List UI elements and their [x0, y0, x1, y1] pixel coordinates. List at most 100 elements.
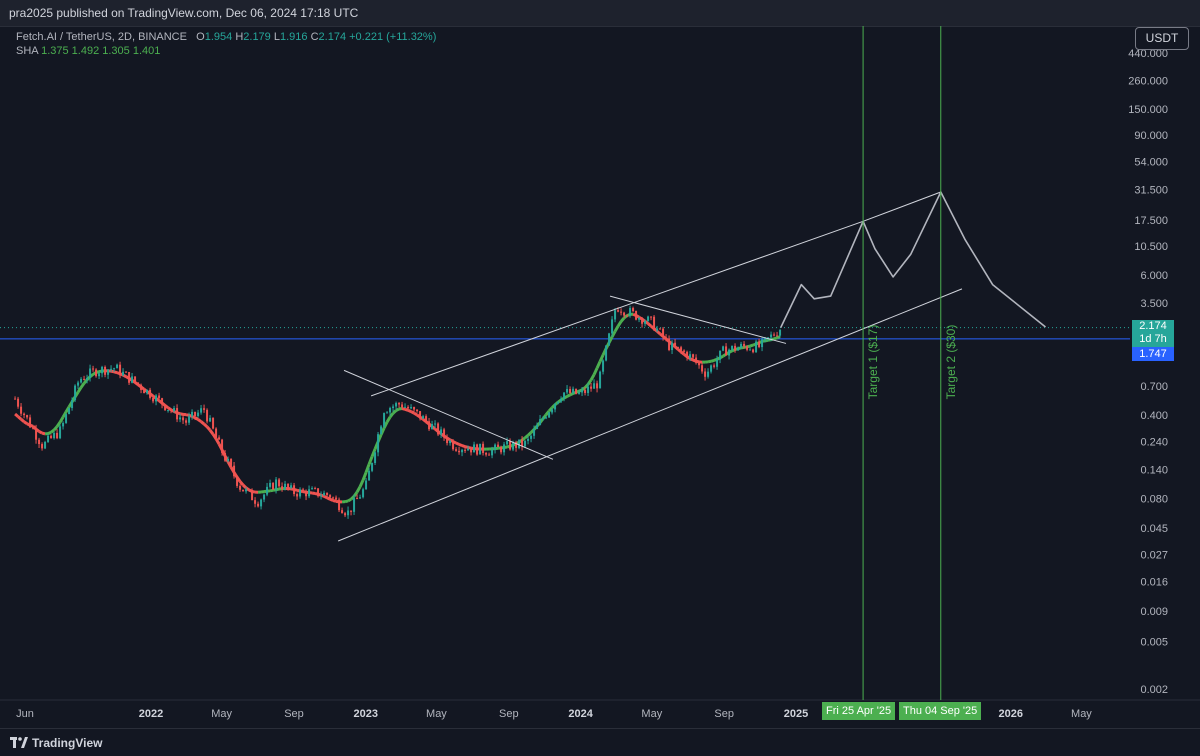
candle-body: [539, 419, 541, 425]
candle-body: [680, 347, 682, 350]
candle-body: [176, 408, 178, 419]
price-tick-label: 0.700: [1140, 381, 1168, 393]
candle-body: [155, 395, 157, 401]
time-tick-label: May: [426, 708, 447, 720]
candle-body: [626, 315, 628, 316]
sha-segment: [348, 499, 351, 501]
candle-body: [596, 383, 598, 388]
candle-body: [563, 392, 565, 398]
candle-body: [581, 390, 583, 392]
candle-body: [17, 399, 19, 407]
candle-body: [113, 368, 115, 369]
candle-body: [632, 308, 634, 311]
candle-body: [557, 402, 559, 404]
price-tick-label: 6.000: [1140, 270, 1168, 282]
candle-body: [500, 447, 502, 452]
candle-body: [281, 486, 283, 489]
legend-high: 2.179: [243, 31, 271, 43]
price-tick-label: 17.500: [1134, 215, 1168, 227]
time-tick-label: 2023: [354, 708, 378, 720]
candle-body: [716, 360, 718, 367]
candle-body: [206, 410, 208, 422]
candle-body: [587, 387, 589, 393]
candle-body: [620, 312, 622, 313]
candle-body: [638, 318, 640, 320]
candle-body: [269, 483, 271, 487]
candle-body: [98, 373, 100, 376]
sha-segment: [456, 443, 459, 444]
sha-segment: [405, 409, 408, 410]
candle-body: [629, 308, 631, 315]
candle-body: [185, 420, 187, 422]
candle-body: [359, 497, 361, 498]
candle-body: [491, 450, 493, 456]
price-tick-label: 10.500: [1134, 241, 1168, 253]
candle-body: [674, 343, 676, 347]
candle-body: [311, 488, 313, 489]
candle-body: [263, 495, 265, 500]
candle-body: [122, 372, 124, 376]
candle-body: [173, 408, 175, 411]
price-chart[interactable]: Target 1 ($17)Target 2 ($30) 440.000260.…: [0, 0, 1200, 728]
projection-path[interactable]: [781, 192, 1046, 328]
candle-body: [275, 479, 277, 489]
time-tick-label: May: [1071, 708, 1092, 720]
candle-body: [401, 404, 403, 407]
candle-body: [23, 414, 25, 415]
candle-body: [713, 365, 715, 366]
candle-body: [737, 348, 739, 351]
candle-body: [95, 369, 97, 376]
candle-body: [593, 383, 595, 388]
candle-body: [602, 360, 604, 371]
currency-button[interactable]: USDT: [1135, 27, 1189, 50]
horizontal-price-line[interactable]: [0, 328, 1130, 339]
candle-body: [356, 498, 358, 499]
candle-body: [92, 368, 94, 369]
time-tick-label: May: [641, 708, 662, 720]
candle-body: [299, 489, 301, 496]
candle-body: [80, 379, 82, 383]
sha-segment: [42, 433, 45, 434]
candle-body: [488, 455, 490, 456]
last-price-tag: 2.174 1d 7h: [1132, 320, 1174, 347]
time-tick-label: Sep: [284, 708, 304, 720]
time-tick-label: Sep: [499, 708, 519, 720]
candle-body: [566, 389, 568, 392]
candle-body: [710, 365, 712, 371]
candle-body: [221, 440, 223, 453]
candle-body: [302, 489, 304, 491]
target-lines[interactable]: Target 1 ($17)Target 2 ($30): [863, 26, 958, 700]
candle-body: [422, 416, 424, 418]
time-tick-label: 2026: [999, 708, 1023, 720]
candle-body: [308, 489, 310, 496]
time-tick-label: 2024: [568, 708, 593, 720]
price-tick-label: 31.500: [1134, 184, 1168, 196]
candle-body: [503, 444, 505, 452]
candle-body: [332, 497, 334, 498]
candle-body: [56, 433, 58, 438]
candle-body: [227, 459, 229, 461]
candle-body: [59, 426, 61, 438]
price-tick-label: 90.000: [1134, 130, 1168, 142]
candle-body: [158, 395, 160, 398]
candle-body: [623, 313, 625, 316]
legend-c-label: C: [311, 31, 319, 43]
sha-segment: [204, 424, 207, 427]
tradingview-logo-icon: [10, 737, 28, 748]
candle-body: [719, 351, 721, 360]
candle-body: [152, 398, 154, 401]
chart-legend: Fetch.AI / TetherUS, 2D, BINANCE O1.954 …: [16, 30, 436, 58]
sha-segment: [774, 338, 777, 339]
candle-body: [548, 412, 550, 417]
price-tick-label: 150.000: [1128, 104, 1168, 116]
candle-body: [524, 441, 526, 446]
candle-body: [305, 491, 307, 496]
candle-body: [362, 489, 364, 497]
price-tick-label: 0.027: [1140, 549, 1168, 561]
candle-body: [473, 444, 475, 452]
candle-body: [530, 436, 532, 439]
candle-body: [725, 346, 727, 355]
candle-body: [146, 390, 148, 393]
candle-body: [437, 424, 439, 435]
price-axis[interactable]: 440.000260.000150.00090.00054.00031.5001…: [1128, 48, 1168, 696]
